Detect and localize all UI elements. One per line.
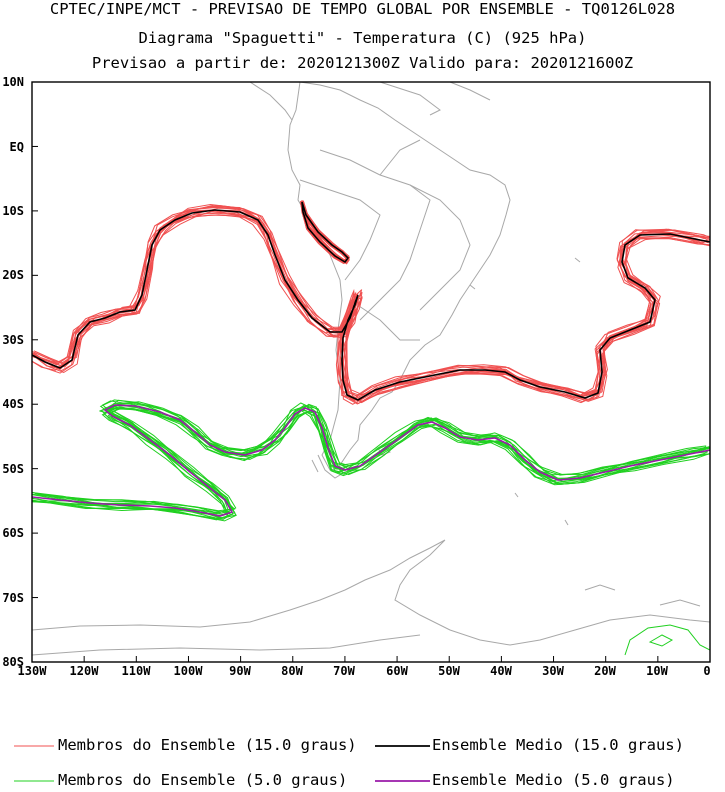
lon-label: 50W (438, 664, 460, 678)
lat-label: 50S (2, 462, 24, 476)
coastlines (32, 82, 710, 656)
mean-15-isotherm-andes (301, 201, 350, 264)
antarctic-5-contour-inner (648, 634, 674, 647)
lon-label: 60W (386, 664, 408, 678)
lon-label: 70W (333, 664, 355, 678)
lon-label: 0 (703, 664, 711, 678)
member-5-line (32, 404, 710, 522)
lon-label: 40W (490, 664, 512, 678)
lat-label: 30S (2, 333, 24, 347)
lat-label: 70S (2, 591, 24, 605)
lon-label: 110W (121, 664, 151, 678)
title-line-2: Diagrama "Spaguetti" - Temperatura (C) (… (138, 29, 587, 47)
axis-ticks (31, 81, 711, 663)
lat-label: 80S (2, 655, 24, 669)
lon-label: 30W (542, 664, 564, 678)
mean-5-isotherm (32, 404, 710, 517)
lon-label: 90W (229, 664, 251, 678)
lat-label: 40S (2, 397, 24, 411)
lat-label: EQ (9, 140, 24, 154)
members-15-isotherm (32, 200, 710, 405)
member-15-line (32, 205, 710, 405)
members-5-isotherm (32, 399, 710, 522)
legend-members-15: Membros do Ensemble (15.0 graus) (58, 736, 357, 754)
antarctic-5-contour (624, 624, 710, 656)
lon-label: 10W (646, 664, 668, 678)
map-frame (31, 81, 711, 663)
mean-15-isotherm (32, 209, 710, 401)
legend-mean-15: Ensemble Medio (15.0 graus) (432, 736, 684, 754)
lat-label: 10N (2, 75, 24, 89)
member-15-line (35, 204, 710, 404)
member-15-line-andes (300, 201, 349, 264)
legend-mean-5: Ensemble Medio (5.0 graus) (432, 771, 675, 789)
member-5-line (32, 401, 706, 513)
lat-label: 20S (2, 268, 24, 282)
lon-label: 120W (69, 664, 99, 678)
lon-label: 100W (173, 664, 203, 678)
legend-members-5: Membros do Ensemble (5.0 graus) (58, 771, 348, 789)
lat-label: 60S (2, 526, 24, 540)
lon-label: 130W (17, 664, 47, 678)
lon-label: 80W (281, 664, 303, 678)
lat-label: 10S (2, 204, 24, 218)
lon-label: 20W (594, 664, 616, 678)
title-line-1: CPTEC/INPE/MCT - PREVISAO DE TEMPO GLOBA… (49, 0, 676, 18)
title-line-3: Previsao a partir de: 2020121300Z Valido… (91, 54, 634, 72)
